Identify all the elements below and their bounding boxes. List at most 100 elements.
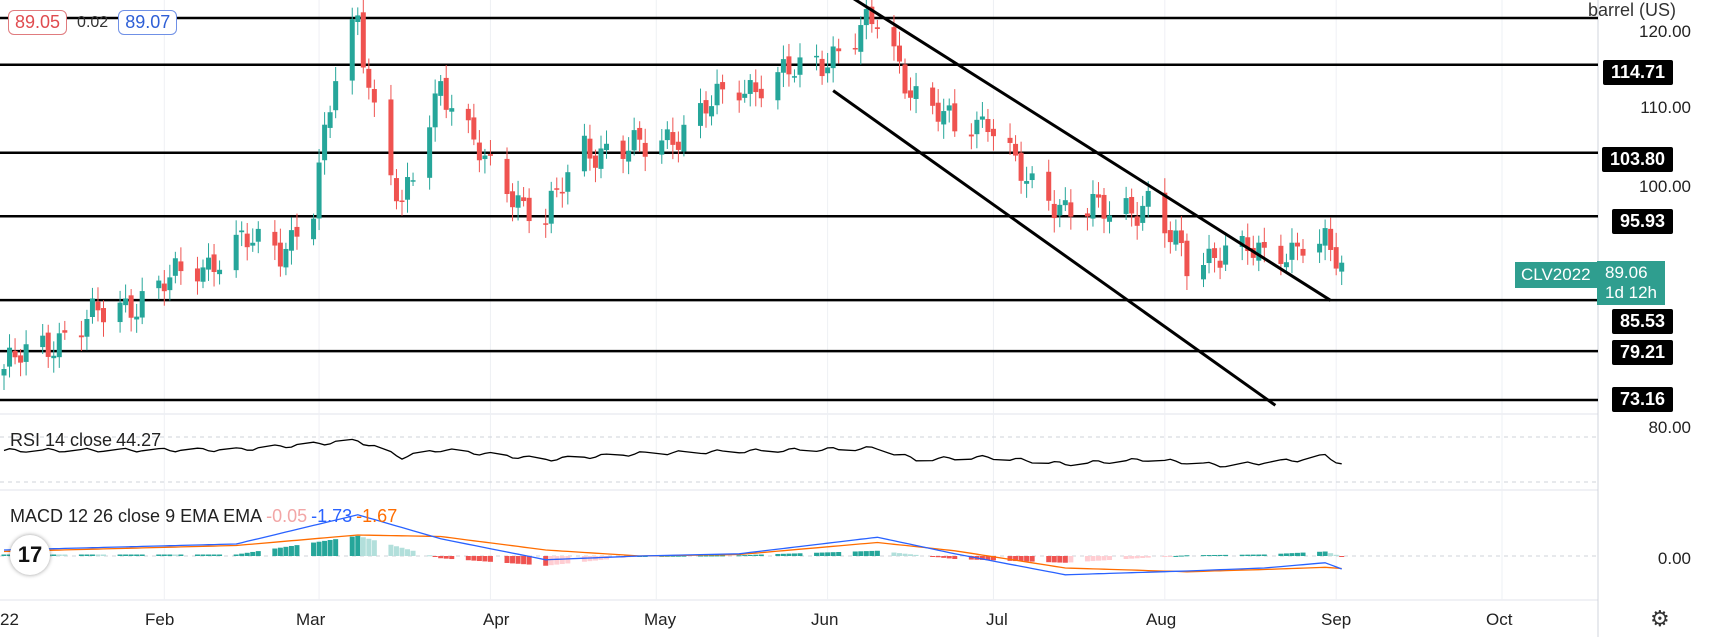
- macd-histogram-bar: [1046, 556, 1052, 563]
- macd-histogram-bar: [830, 552, 836, 556]
- candle-up: [631, 130, 637, 151]
- macd-histogram-bar: [1239, 554, 1245, 556]
- candle-down: [366, 68, 372, 88]
- macd-histogram-bar: [664, 555, 670, 557]
- candle-down: [720, 82, 726, 90]
- candle-down: [526, 197, 532, 222]
- time-label: Mar: [296, 610, 326, 629]
- candle-up: [742, 93, 748, 98]
- candle-down: [1101, 194, 1107, 219]
- macd-histogram-bar: [89, 554, 95, 556]
- price-unit-label[interactable]: barrel (US): [1587, 0, 1676, 20]
- gear-icon[interactable]: ⚙: [1650, 606, 1670, 631]
- macd-histogram-bar: [747, 554, 753, 556]
- macd-histogram-bar: [7, 554, 13, 556]
- candle-down: [178, 261, 184, 272]
- candle-up: [1029, 173, 1035, 181]
- macd-histogram-bar: [720, 555, 726, 557]
- macd-histogram-bar: [283, 546, 289, 556]
- macd-histogram-bar: [95, 554, 101, 556]
- macd-histogram-bar: [1201, 555, 1207, 557]
- candle-down: [45, 332, 51, 357]
- time-label: Sep: [1321, 610, 1352, 629]
- macd-line-value: -1.73: [311, 506, 353, 526]
- macd-histogram-bar: [786, 553, 792, 556]
- candle-down: [12, 350, 18, 358]
- macd-histogram-bar: [510, 556, 516, 564]
- macd-histogram-bar: [476, 556, 482, 562]
- candle-down: [891, 27, 897, 47]
- candle-up: [1239, 235, 1245, 247]
- candle-up: [825, 67, 831, 74]
- price-tick: 100.00: [1639, 177, 1691, 196]
- macd-histogram-bar: [399, 547, 405, 556]
- macd-histogram-bar: [1184, 555, 1190, 557]
- candle-up: [283, 248, 289, 268]
- macd-histogram-bar: [322, 540, 328, 556]
- macd-histogram-bar: [288, 545, 294, 556]
- candle-down: [1184, 240, 1190, 277]
- macd-histogram-bar: [432, 556, 438, 557]
- sell-price-button[interactable]: 89.05: [8, 10, 68, 35]
- candle-down: [990, 128, 996, 137]
- channel-trendline: [852, 0, 1332, 302]
- macd-histogram-bar: [1018, 556, 1024, 562]
- candle-up: [797, 57, 803, 75]
- candle-up: [709, 106, 715, 117]
- candle-down: [1129, 196, 1135, 214]
- candle-down: [244, 233, 250, 248]
- candle-down: [592, 155, 598, 168]
- candle-up: [604, 143, 610, 151]
- macd-histogram-bar: [1123, 556, 1129, 559]
- macd-histogram-bar: [515, 556, 521, 564]
- macd-histogram-bar: [1140, 556, 1146, 558]
- candle-down: [1051, 203, 1057, 219]
- candle-down: [18, 355, 24, 363]
- candle-up: [830, 46, 836, 69]
- symbol-tag: CLV2022: [1515, 262, 1597, 288]
- candle-up: [405, 177, 411, 200]
- candle-down: [360, 12, 366, 68]
- candle-up: [974, 119, 980, 135]
- macd-histogram-bar: [1250, 554, 1256, 556]
- countdown-value: 1d 12h: [1605, 283, 1657, 302]
- macd-histogram-bar: [581, 556, 587, 562]
- macd-histogram-bar: [913, 554, 919, 556]
- candle-down: [1084, 213, 1090, 217]
- candle-down: [211, 254, 217, 272]
- candle-up: [780, 59, 786, 73]
- macd-histogram-bar: [482, 556, 488, 562]
- macd-legend[interactable]: MACD 12 26 close 9 EMA EMA -0.05 -1.73 -1.6…: [10, 506, 397, 527]
- buy-price-button[interactable]: 89.07: [118, 10, 178, 35]
- candle-up: [349, 19, 355, 81]
- level-tag: 85.53: [1611, 309, 1673, 334]
- macd-histogram-bar: [465, 556, 471, 561]
- macd-histogram-bar: [1068, 556, 1074, 563]
- macd-histogram-bar: [1167, 556, 1173, 557]
- candle-up: [1317, 243, 1323, 253]
- candle-down: [465, 108, 471, 121]
- macd-histogram-bar: [697, 555, 703, 557]
- macd-histogram-bar: [51, 554, 57, 556]
- candle-up: [941, 111, 947, 125]
- macd-histogram-bar: [1317, 551, 1323, 556]
- macd-histogram-bar: [1245, 554, 1251, 556]
- macd-histogram-bar: [874, 550, 880, 556]
- candle-up: [167, 277, 173, 291]
- candle-down: [95, 301, 101, 311]
- candle-up: [311, 218, 317, 240]
- rsi-legend[interactable]: RSI 14 close 44.27: [10, 430, 161, 451]
- macd-histogram-bar: [1013, 556, 1019, 562]
- macd-histogram-bar: [891, 552, 897, 556]
- candle-up: [791, 76, 797, 78]
- candle-down: [443, 77, 449, 110]
- candle-up: [565, 172, 571, 192]
- candle-up: [714, 83, 720, 106]
- macd-histogram-bar: [681, 555, 687, 557]
- rsi-line: [3, 438, 1342, 468]
- candle-up: [410, 180, 416, 182]
- candle-down: [1261, 242, 1267, 248]
- macd-histogram-bar: [1333, 554, 1339, 556]
- tradingview-logo[interactable]: 17: [10, 535, 50, 575]
